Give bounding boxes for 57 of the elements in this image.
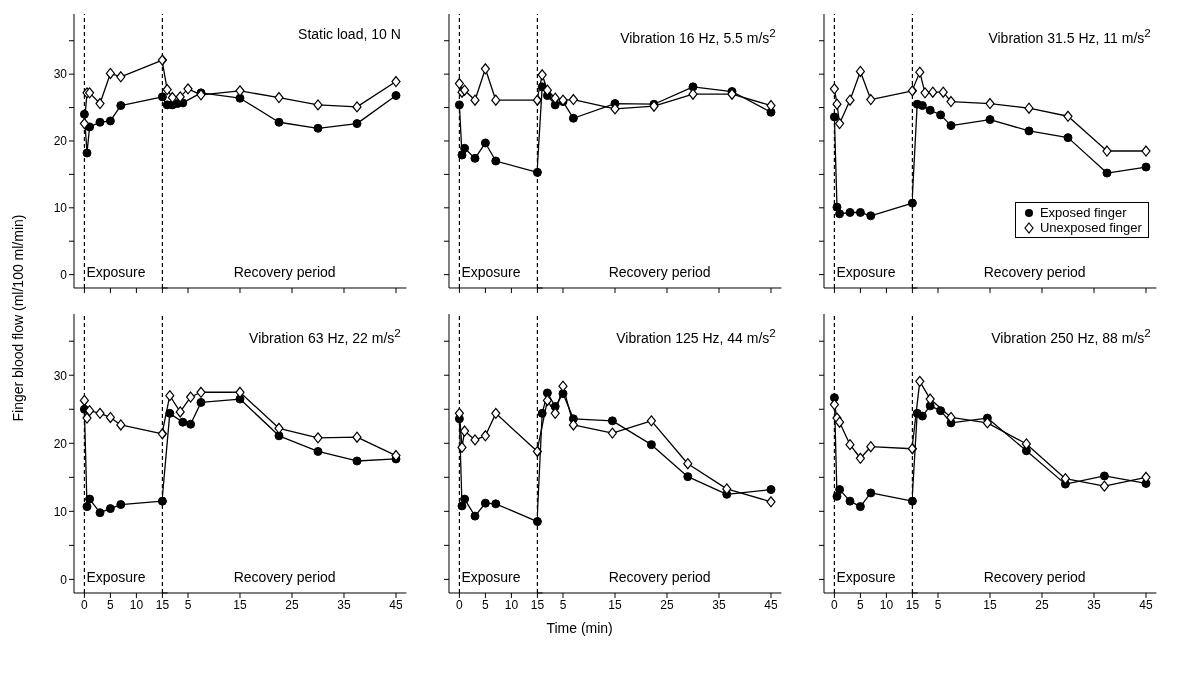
x-tick-label: 35 xyxy=(337,597,352,612)
x-tick-label: 35 xyxy=(1087,597,1102,612)
x-tick-label: 0 xyxy=(456,597,464,612)
y-tick-label: 20 xyxy=(53,436,68,451)
y-tick-label: 10 xyxy=(53,201,68,216)
x-tick-label: 15 xyxy=(155,597,170,612)
x-tick-label: 10 xyxy=(504,597,519,612)
text: Static load, 10 N xyxy=(298,26,401,42)
annotation: Exposure xyxy=(461,264,521,280)
annotation: Recovery period xyxy=(232,264,337,280)
x-tick-label: 15 xyxy=(905,597,920,612)
y-tick-label: 0 xyxy=(60,572,68,587)
x-tick-label: 25 xyxy=(1035,597,1050,612)
y-tick-label: 20 xyxy=(53,134,68,149)
text: Vibration 250 Hz, 88 m/s$^{2}$ xyxy=(991,326,1151,346)
y-tick-label: 30 xyxy=(53,368,68,383)
x-tick-label: 25 xyxy=(285,597,300,612)
x-tick-label: 45 xyxy=(764,597,779,612)
x-tick-label: 5 xyxy=(482,597,490,612)
text: Vibration 16 Hz, 5.5 m/s$^{2}$ xyxy=(620,26,776,46)
annotation: Recovery period xyxy=(232,569,337,585)
x-tick-label: 45 xyxy=(389,597,404,612)
x-tick-label: 15 xyxy=(983,597,998,612)
text: Vibration 31.5 Hz, 11 m/s$^{2}$ xyxy=(988,26,1151,46)
annotation: Exposure xyxy=(86,264,146,280)
annotation: Recovery period xyxy=(982,569,1087,585)
x-tick-label: 25 xyxy=(660,597,675,612)
annotation: Recovery period xyxy=(607,569,712,585)
y-axis-title: Finger blood flow (ml/100 ml/min) xyxy=(10,214,26,422)
x-tick-label: 0 xyxy=(81,597,89,612)
x-axis-title: Time (min) xyxy=(545,620,614,636)
x-tick-label: 10 xyxy=(879,597,894,612)
x-tick-label: 45 xyxy=(1139,597,1154,612)
annotation: Exposure xyxy=(86,569,146,585)
x-tick-label: 10 xyxy=(129,597,144,612)
y-tick-label: 10 xyxy=(53,504,68,519)
x-tick-label: 15 xyxy=(530,597,545,612)
annotation: Exposure xyxy=(836,264,896,280)
text: Vibration 125 Hz, 44 m/s$^{2}$ xyxy=(616,326,776,346)
x-tick-label: 15 xyxy=(608,597,623,612)
x-tick-label: 5 xyxy=(560,597,568,612)
legend-label: Unexposed finger xyxy=(1039,220,1142,235)
annotation: Recovery period xyxy=(607,264,712,280)
y-tick-label: 0 xyxy=(60,267,68,282)
x-tick-label: 5 xyxy=(107,597,115,612)
x-tick-label: 5 xyxy=(185,597,193,612)
x-tick-label: 0 xyxy=(831,597,839,612)
annotation: Exposure xyxy=(836,569,896,585)
y-tick-label: 30 xyxy=(53,67,68,82)
x-tick-label: 5 xyxy=(857,597,865,612)
annotation: Recovery period xyxy=(982,264,1087,280)
annotation: Exposure xyxy=(461,569,521,585)
x-tick-label: 5 xyxy=(935,597,943,612)
legend-label: Exposed finger xyxy=(1039,205,1127,220)
x-tick-label: 35 xyxy=(712,597,727,612)
text: Vibration 63 Hz, 22 m/s$^{2}$ xyxy=(249,326,401,346)
x-tick-label: 15 xyxy=(233,597,248,612)
